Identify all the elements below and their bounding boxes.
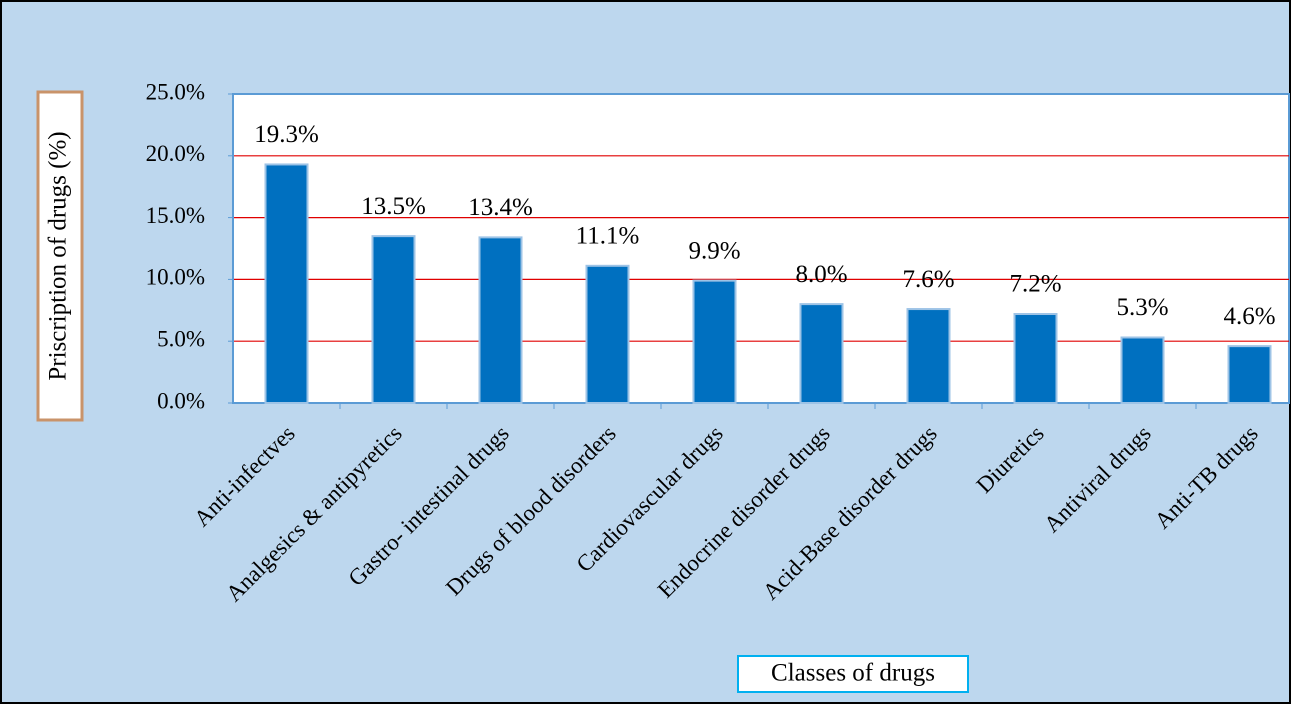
bar [478,236,523,404]
y-tick-label: 20.0% [146,141,205,166]
data-label: 7.2% [1009,271,1061,298]
bar [1013,313,1058,404]
data-label: 13.4% [468,194,533,221]
bar [371,235,416,404]
y-tick-label: 0.0% [157,388,205,413]
y-tick-label: 15.0% [146,203,205,228]
data-label: 11.1% [576,223,640,250]
bar [585,264,630,404]
data-label: 7.6% [902,266,954,293]
bar [1227,345,1272,405]
bar [692,279,737,404]
data-label: 8.0% [795,261,847,288]
x-axis-label: Classes of drugs [771,660,935,687]
data-label: 5.3% [1116,294,1168,321]
data-label: 19.3% [254,121,319,148]
bar [1120,336,1165,405]
y-axis-label: Priscription of drugs (%) [45,131,72,380]
data-label: 9.9% [688,237,740,264]
x-label-box [737,655,969,693]
bar [799,303,844,404]
y-tick-label: 5.0% [157,326,205,351]
y-tick-label: 25.0% [146,79,205,104]
bar [264,163,309,404]
y-label-box [36,90,84,422]
data-label: 4.6% [1223,303,1275,330]
data-label: 13.5% [361,193,426,220]
y-tick-label: 10.0% [146,265,205,290]
bar [906,308,951,404]
